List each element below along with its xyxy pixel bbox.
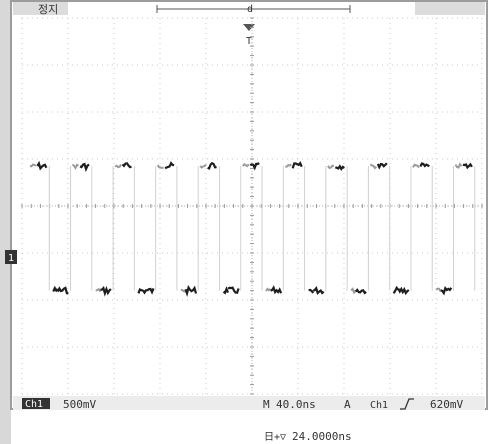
trace-segment-light: [180, 288, 186, 293]
trace-segment-dark: [142, 287, 155, 295]
record-length-bracket: [156, 5, 351, 13]
trace-segment-dark: [291, 161, 303, 169]
trace-segment-dark: [207, 161, 217, 170]
trace-segment-dark: [270, 285, 283, 295]
trace-segment-dark: [462, 162, 473, 170]
trace-segment-light: [265, 287, 272, 292]
trigger-position-marker-icon: T: [243, 24, 255, 47]
trace-segment-light: [454, 162, 463, 169]
channel-badge-label: Ch1: [25, 399, 43, 410]
trace-segment-dark: [397, 286, 410, 296]
trace-segment-dark: [419, 162, 430, 168]
trace-segment-light: [412, 163, 420, 169]
trace-segment-light: [369, 163, 378, 170]
trace-segment-dark: [354, 288, 367, 295]
trace-segment-light: [435, 287, 442, 293]
trace-segment-dark: [79, 162, 90, 173]
trace-segment-dark: [440, 285, 453, 296]
channel-1-ground-marker-icon[interactable]: 1: [5, 250, 17, 264]
screen-frame: [10, 0, 488, 410]
trigger-source-readout[interactable]: Ch1: [370, 400, 388, 411]
trace-segment-light: [114, 164, 122, 169]
trace-segment-dark: [121, 162, 132, 169]
svg-text:T: T: [246, 36, 252, 47]
left-panel-strip: [0, 0, 11, 444]
trace-segment-light: [242, 163, 250, 168]
volts-per-div-readout[interactable]: 500mV: [63, 398, 96, 411]
trace-segment-dark: [308, 288, 315, 294]
time-per-div-readout[interactable]: 40.0ns: [276, 398, 316, 411]
top-status-bar-left: [13, 2, 68, 15]
trace-segment-dark: [36, 160, 48, 171]
bottom-status-bar: [13, 396, 485, 410]
trigger-mode-marker: A: [344, 398, 351, 411]
trace-segment-light: [156, 164, 164, 169]
trace-segment-dark: [249, 162, 260, 171]
trace-segment-dark: [52, 285, 59, 293]
trace-segment-dark: [184, 284, 198, 297]
trace-segment-dark: [392, 285, 400, 294]
svg-text:1: 1: [8, 253, 14, 264]
waveform-trace: [29, 160, 476, 297]
trace-segment-dark: [100, 285, 112, 297]
trace-segment-dark: [334, 164, 345, 172]
trace-segment-light: [327, 164, 335, 170]
trace-segment-light: [95, 287, 102, 293]
trace-segment-dark: [376, 162, 388, 170]
trigger-marker-label: d: [247, 4, 253, 15]
trace-segment-dark: [56, 286, 69, 295]
timebase-marker: M: [263, 398, 270, 411]
trace-segment-dark: [312, 286, 325, 295]
trace-segment-dark: [222, 286, 230, 295]
trace-segment-dark: [164, 161, 175, 170]
trace-segment-dark: [227, 286, 240, 294]
trace-segment-light: [350, 287, 357, 295]
channel-badge[interactable]: [22, 398, 50, 409]
horizontal-position-label: 日+▽: [264, 432, 286, 443]
top-status-bar-right: [415, 2, 485, 15]
trace-segment-light: [199, 163, 207, 169]
trace-segment-dark: [137, 288, 144, 294]
trigger-level-readout[interactable]: 620mV: [430, 398, 463, 411]
trace-segment-light: [71, 163, 80, 170]
rising-edge-icon: [400, 398, 414, 410]
trace-segment-light: [29, 163, 37, 168]
run-status-text: 정지: [38, 3, 58, 16]
horizontal-position-readout[interactable]: 24.0000ns: [292, 430, 352, 443]
trace-segment-light: [285, 163, 292, 168]
